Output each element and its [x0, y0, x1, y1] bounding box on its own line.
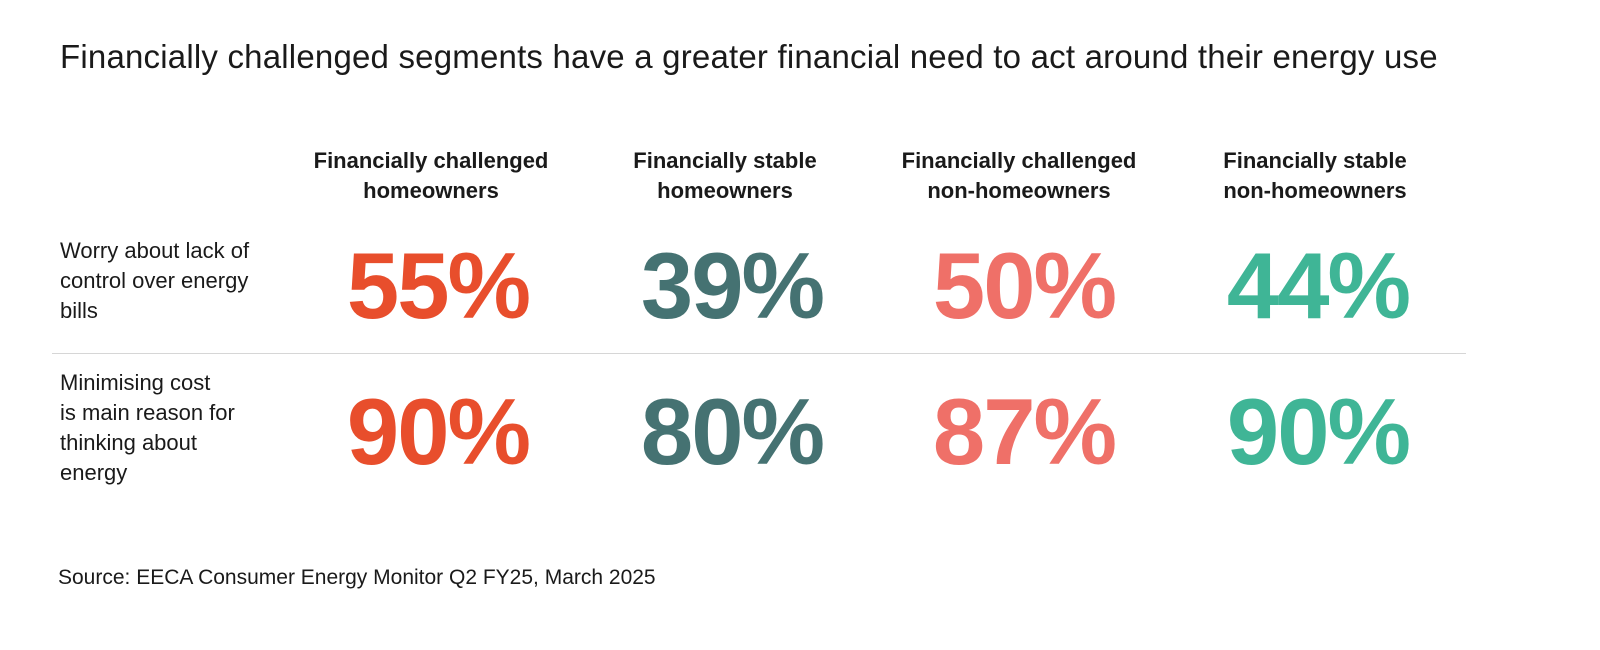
value-row1-challenged-homeowners: 55% [346, 233, 531, 338]
column-header-stable-homeowners: Financially stable homeowners [580, 146, 870, 206]
row-label-line: thinking about [60, 430, 197, 455]
row-label-minimising-cost: Minimising cost is main reason for think… [60, 368, 300, 488]
column-header-line: Financially challenged [313, 148, 549, 173]
value-row1-stable-non-homeowners: 44% [1226, 233, 1411, 338]
row-label-line: energy [60, 460, 128, 485]
column-header-line: Financially stable [1223, 148, 1407, 173]
value-row2-stable-homeowners: 80% [640, 379, 825, 484]
value-row1-challenged-non-homeowners: 50% [932, 233, 1117, 338]
source-note: Source: EECA Consumer Energy Monitor Q2 … [58, 566, 656, 589]
column-header-line: Financially challenged [901, 148, 1137, 173]
column-header-line: non-homeowners [927, 178, 1111, 203]
value-row2-challenged-homeowners: 90% [346, 379, 531, 484]
column-header-challenged-non-homeowners: Financially challenged non-homeowners [874, 146, 1164, 206]
column-header-challenged-homeowners: Financially challenged homeowners [286, 146, 576, 206]
row-label-line: control over energy [60, 268, 249, 293]
column-header-line: homeowners [363, 178, 499, 203]
value-row1-stable-homeowners: 39% [640, 233, 825, 338]
chart-title: Financially challenged segments have a g… [60, 38, 1438, 75]
column-header-line: non-homeowners [1223, 178, 1407, 203]
value-row2-challenged-non-homeowners: 87% [932, 379, 1117, 484]
column-header-line: homeowners [657, 178, 793, 203]
row-label-line: is main reason for [60, 400, 235, 425]
row-label-line: bills [60, 298, 98, 323]
row-label-line: Worry about lack of [60, 238, 250, 263]
row-label-line: Minimising cost [60, 370, 211, 395]
column-header-line: Financially stable [633, 148, 817, 173]
column-header-stable-non-homeowners: Financially stable non-homeowners [1170, 146, 1460, 206]
row-divider [52, 353, 1466, 354]
value-row2-stable-non-homeowners: 90% [1226, 379, 1411, 484]
row-label-worry-control: Worry about lack of control over energy … [60, 236, 300, 326]
